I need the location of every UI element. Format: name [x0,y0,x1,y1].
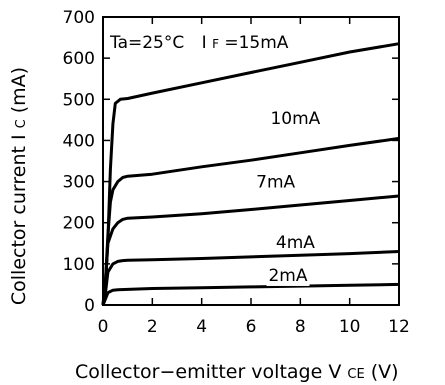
y-tick-label: 100 [63,255,95,275]
series-label-bg [273,229,317,254]
y-tick-label: 200 [63,214,95,234]
series-line [101,250,400,306]
x-tick-label: 4 [196,317,207,337]
y-tick-label: 700 [63,8,95,28]
y-tick-label: 500 [63,90,95,110]
y-tick-label: 600 [63,49,95,69]
x-tick-label: 6 [246,317,257,337]
series-label-bg [268,104,323,129]
x-axis-label-prefix: Collector−emitter voltage V [75,361,341,383]
series-label-bg [254,168,298,193]
x-axis-label-suffix: (V) [371,361,399,383]
series-label: 7mA [256,173,295,193]
series-line [101,194,400,306]
y-tick-label: 300 [63,173,95,193]
x-axis-label: Collector−emitter voltage V CE (V) [75,361,399,383]
y-axis-label: Collector current I C (mA) [8,67,30,305]
annotation-param-sub: F [212,37,219,51]
y-axis-ticks: 0 100 200 300 400 500 600 700 [63,8,399,316]
y-axis-label-prefix: Collector current I [8,134,30,305]
series-label: 4mA [276,233,315,253]
x-tick-label: 10 [339,317,361,337]
y-axis-label-sub: C [14,119,29,128]
x-axis-label-sub: CE [347,367,364,382]
y-axis-label-suffix: (mA) [8,67,30,113]
series-line [101,282,400,306]
x-tick-label: 12 [388,317,410,337]
x-tick-label: 0 [98,317,109,337]
y-tick-label: 400 [63,131,95,151]
y-tick-label: 0 [84,296,95,316]
annotation-param-suffix: =15mA [224,33,288,53]
x-tick-label: 8 [295,317,306,337]
annotation-param-prefix: I [202,33,207,53]
x-axis-ticks: 0 2 4 6 8 10 12 [98,17,410,337]
x-tick-label: 2 [147,317,158,337]
annotation: Ta=25°C I F =15mA [109,33,289,53]
annotation-condition: Ta=25°C [109,33,184,53]
series-label-bg [266,261,310,286]
series-label: 10mA [270,109,320,129]
series-label: 2mA [268,266,307,286]
series-group [101,42,400,306]
series-line [101,136,400,306]
series-labels: 10mA 7mA 4mA 2mA [254,104,323,286]
